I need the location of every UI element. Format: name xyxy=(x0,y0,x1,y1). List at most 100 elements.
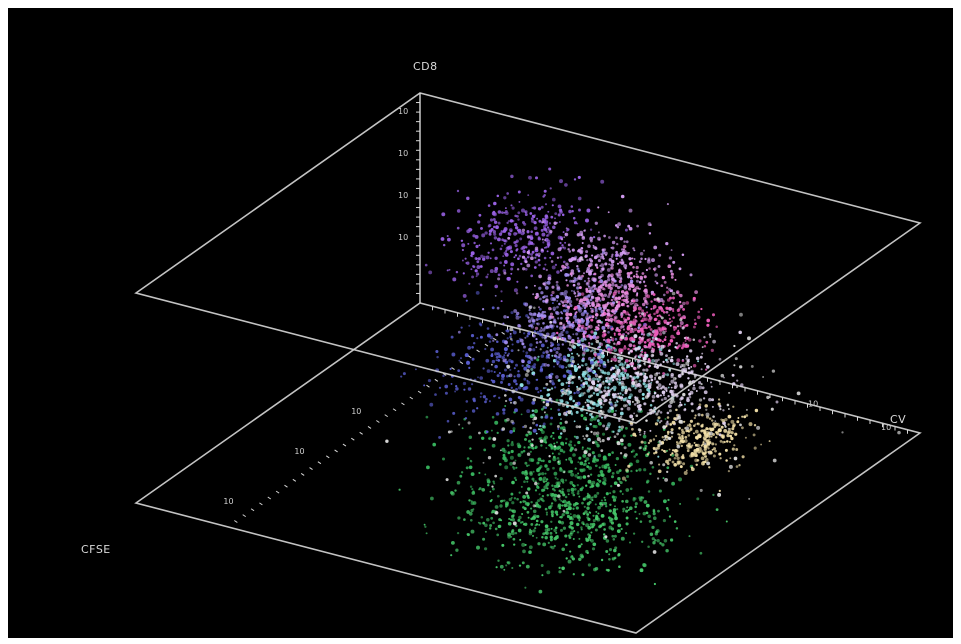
data-point xyxy=(498,524,502,528)
data-point xyxy=(533,356,537,360)
data-point xyxy=(665,354,668,358)
data-point xyxy=(559,179,563,184)
data-point xyxy=(571,365,574,368)
data-point xyxy=(637,370,640,374)
data-point xyxy=(570,205,574,208)
data-point xyxy=(638,404,642,407)
data-point xyxy=(653,312,656,316)
data-point xyxy=(714,422,719,427)
data-point xyxy=(610,298,614,302)
data-point xyxy=(541,430,545,434)
data-point xyxy=(532,509,537,514)
data-point xyxy=(542,422,546,426)
data-point xyxy=(551,484,554,487)
data-point xyxy=(621,499,624,503)
data-point xyxy=(577,363,579,366)
data-point xyxy=(494,294,497,297)
data-point xyxy=(613,332,616,335)
data-point xyxy=(649,328,653,331)
data-point xyxy=(543,310,547,314)
data-point xyxy=(596,352,600,357)
data-point xyxy=(628,252,630,254)
data-point xyxy=(679,321,684,326)
data-point xyxy=(640,329,644,333)
data-point xyxy=(603,386,607,389)
data-point xyxy=(546,280,551,285)
data-point xyxy=(497,273,501,277)
data-point xyxy=(609,317,614,322)
data-point xyxy=(671,481,675,486)
data-point xyxy=(494,364,498,369)
data-point xyxy=(657,320,661,323)
data-point xyxy=(710,385,713,388)
data-point xyxy=(575,332,579,336)
data-point xyxy=(507,451,511,455)
data-point xyxy=(553,536,558,541)
data-point xyxy=(515,387,518,391)
data-point xyxy=(796,391,801,396)
data-point xyxy=(589,394,593,398)
data-point xyxy=(599,401,603,405)
data-point xyxy=(715,508,719,511)
data-point xyxy=(573,444,576,447)
data-point xyxy=(462,293,467,298)
data-point xyxy=(634,502,638,506)
data-point xyxy=(629,302,633,306)
data-point xyxy=(596,319,601,324)
data-point xyxy=(605,322,609,326)
data-point xyxy=(541,535,544,539)
data-point xyxy=(587,525,592,530)
data-point xyxy=(586,551,589,555)
data-point xyxy=(585,538,590,542)
data-point xyxy=(465,400,469,403)
data-point xyxy=(562,428,567,433)
data-point xyxy=(672,377,677,381)
data-point xyxy=(615,377,619,381)
data-point xyxy=(552,306,557,311)
data-point xyxy=(553,354,557,358)
data-point xyxy=(669,400,674,405)
data-point xyxy=(587,479,592,484)
data-point xyxy=(635,414,639,418)
data-point xyxy=(591,315,595,319)
bottom-plane xyxy=(134,302,922,634)
data-point xyxy=(572,399,576,403)
data-point xyxy=(653,391,657,395)
data-point xyxy=(471,357,475,361)
data-point xyxy=(626,506,629,509)
data-point xyxy=(673,463,677,467)
data-point xyxy=(623,264,628,268)
data-point xyxy=(626,316,630,321)
data-point xyxy=(505,505,508,508)
data-point xyxy=(651,358,656,363)
data-point xyxy=(504,252,509,257)
data-point xyxy=(727,408,730,410)
data-point xyxy=(506,316,509,319)
data-point xyxy=(634,387,637,390)
data-point xyxy=(579,298,583,302)
data-point xyxy=(423,523,426,526)
data-point xyxy=(508,397,513,402)
data-point xyxy=(611,557,615,561)
data-point xyxy=(591,366,595,369)
data-point xyxy=(530,256,534,261)
data-point xyxy=(500,519,503,522)
data-point xyxy=(644,284,647,288)
data-point xyxy=(663,319,668,324)
data-point xyxy=(478,488,481,491)
data-point xyxy=(454,390,457,393)
data-point xyxy=(621,476,626,481)
data-point xyxy=(491,415,495,419)
data-point xyxy=(561,213,565,217)
data-point xyxy=(678,436,682,440)
data-point xyxy=(617,359,621,363)
data-point xyxy=(662,330,666,335)
data-point xyxy=(632,498,636,502)
data-point xyxy=(600,499,603,502)
data-point xyxy=(624,426,628,430)
data-point xyxy=(586,258,589,262)
data-point xyxy=(566,392,570,396)
data-point xyxy=(474,257,478,260)
data-point xyxy=(573,276,577,280)
